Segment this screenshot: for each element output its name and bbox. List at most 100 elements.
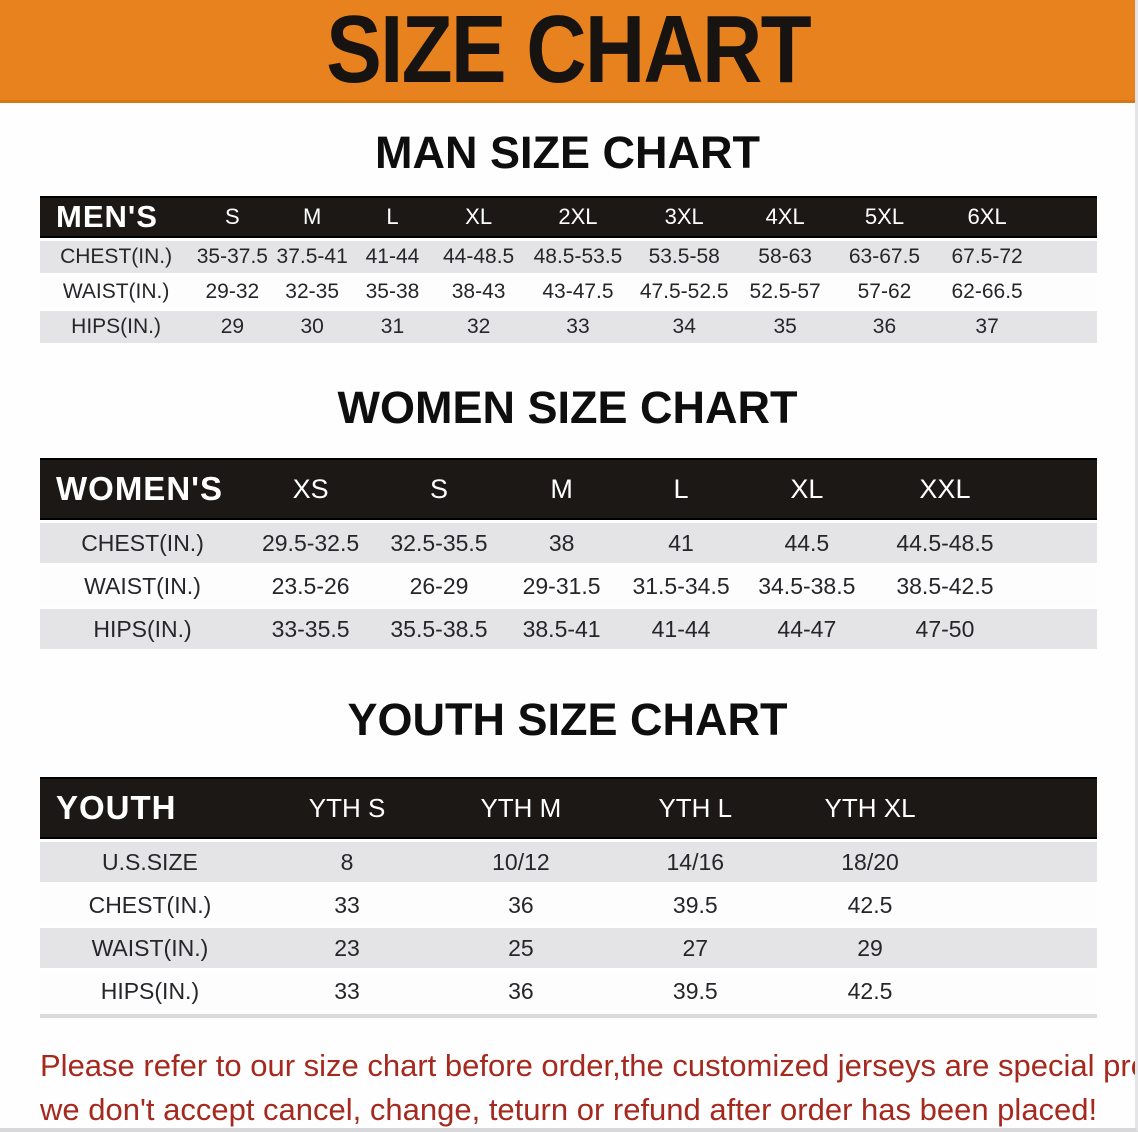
size-value: 37.5-41 [272,241,352,273]
size-value: 35 [736,311,834,343]
size-value: 33 [259,885,435,925]
disclaimer: Please refer to our size chart before or… [40,1044,1138,1128]
size-value: 33-35.5 [245,609,377,649]
size-column-header: 3XL [631,196,737,238]
size-column-header: L [351,196,434,238]
size-value: 38 [501,523,622,563]
size-column-header: YTH L [607,777,784,839]
size-value: 35.5-38.5 [376,609,502,649]
row-label: CHEST(IN.) [40,523,246,563]
size-value: 41-44 [621,609,741,649]
row-label: WAIST(IN.) [40,566,246,606]
size-column-header: L [621,458,741,520]
size-value: 35-38 [351,276,434,308]
size-column-header: XS [245,458,377,520]
row-label: WAIST(IN.) [40,276,193,308]
men-size-table: MEN'S S M L XL 2XL 3XL 4XL 5XL 6XL CHEST(IN.) 35-37… [40,193,1097,346]
size-header-row: MEN'S S M L XL 2XL 3XL 4XL 5XL 6XL [40,196,1097,238]
size-value: 29 [783,928,1097,968]
table-row: U.S.SIZE 8 10/12 14/16 18/20 [40,842,1097,882]
size-value: 47.5-52.5 [631,276,737,308]
size-value: 44-47 [740,609,873,649]
table-row: WAIST(IN.) 29-32 32-35 35-38 38-43 43-47.5 47.… [40,276,1097,308]
size-value: 38-43 [433,276,525,308]
size-value: 25 [434,928,608,968]
row-label: HIPS(IN.) [40,311,193,343]
man-section-heading: MAN SIZE CHART [375,127,760,178]
size-column-header: YTH S [259,777,435,839]
size-value: 8 [259,842,435,882]
size-column-header: 4XL [736,196,834,238]
size-value: 36 [833,311,936,343]
size-value: 38.5-41 [501,609,622,649]
size-column-header: XXL [872,458,1097,520]
group-label: YOUTH [40,777,260,839]
youth-size-table: YOUTH YTH S YTH M YTH L YTH XL U.S.SIZE 8 10/12… [40,774,1097,1018]
size-value: 53.5-58 [631,241,737,273]
size-value: 44-48.5 [433,241,525,273]
disclaimer-line-2: we don't accept cancel, change, teturn o… [40,1092,1098,1127]
table-row: HIPS(IN.) 33-35.5 35.5-38.5 38.5-41 41-44 44-… [40,609,1097,649]
size-value: 37 [935,311,1097,343]
size-value: 34.5-38.5 [740,566,873,606]
size-value: 41 [621,523,741,563]
size-column-header: M [272,196,352,238]
size-value: 36 [434,885,608,925]
size-value: 27 [607,928,784,968]
size-value: 39.5 [607,885,784,925]
table-row: HIPS(IN.) 29 30 31 32 33 34 35 36 37 [40,311,1097,343]
size-value: 29 [192,311,273,343]
size-column-header: S [376,458,502,520]
size-value: 38.5-42.5 [872,566,1097,606]
group-label: WOMEN'S [40,458,246,520]
table-row: HIPS(IN.) 33 36 39.5 42.5 [40,971,1097,1011]
size-value: 44.5 [740,523,873,563]
size-value: 42.5 [783,885,1097,925]
table-row: WAIST(IN.) 23 25 27 29 [40,928,1097,968]
size-value: 29-31.5 [501,566,622,606]
size-value: 42.5 [783,971,1097,1011]
size-value: 23.5-26 [245,566,377,606]
size-value: 58-63 [736,241,834,273]
size-value: 39.5 [607,971,784,1011]
size-header-row: YOUTH YTH S YTH M YTH L YTH XL [40,777,1097,839]
size-header-row: WOMEN'S XS S M L XL XXL [40,458,1097,520]
size-value: 48.5-53.5 [524,241,632,273]
row-label: HIPS(IN.) [40,609,246,649]
size-column-header: 2XL [524,196,632,238]
disclaimer-line-1: Please refer to our size chart before or… [40,1048,1138,1083]
size-value: 57-62 [833,276,936,308]
size-value: 52.5-57 [736,276,834,308]
size-column-header: YTH XL [783,777,1097,839]
row-label: CHEST(IN.) [40,885,260,925]
size-value: 32.5-35.5 [376,523,502,563]
youth-section-heading: YOUTH SIZE CHART [347,694,788,745]
table-row: CHEST(IN.) 35-37.5 37.5-41 41-44 44-48.5 48.5… [40,241,1097,273]
table-row: CHEST(IN.) 33 36 39.5 42.5 [40,885,1097,925]
size-value: 34 [631,311,737,343]
size-value: 29.5-32.5 [245,523,377,563]
size-value: 29-32 [192,276,273,308]
size-column-header: 5XL [833,196,936,238]
size-value: 33 [524,311,632,343]
size-value: 23 [259,928,435,968]
size-value: 36 [434,971,608,1011]
size-value: 47-50 [872,609,1097,649]
women-size-table: WOMEN'S XS S M L XL XXL CHEST(IN.) 29.5-32.5 32.5… [40,455,1097,652]
size-column-header: XL [433,196,525,238]
size-value: 26-29 [376,566,502,606]
size-value: 32 [433,311,525,343]
size-value: 18/20 [783,842,1097,882]
size-value: 30 [272,311,352,343]
size-value: 35-37.5 [192,241,273,273]
size-value: 31 [351,311,434,343]
size-value: 33 [259,971,435,1011]
size-value: 43-47.5 [524,276,632,308]
size-value: 10/12 [434,842,608,882]
size-value: 32-35 [272,276,352,308]
size-value: 31.5-34.5 [621,566,741,606]
size-value: 44.5-48.5 [872,523,1097,563]
size-value: 62-66.5 [935,276,1097,308]
size-value: 63-67.5 [833,241,936,273]
